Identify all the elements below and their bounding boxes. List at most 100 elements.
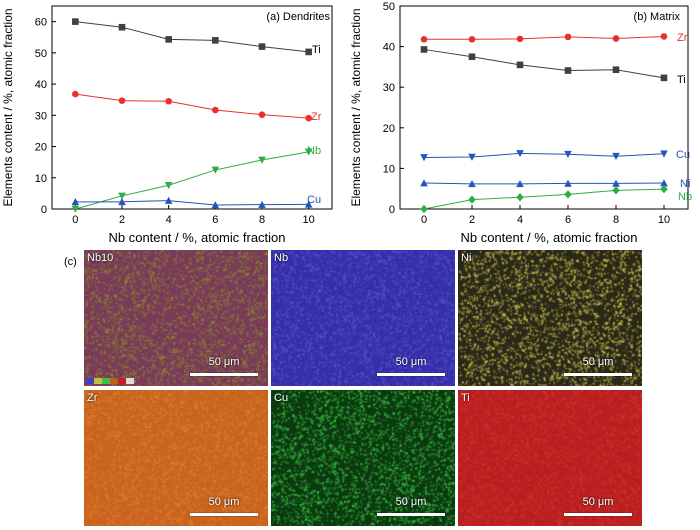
data-point <box>304 200 313 208</box>
map-tag: Ti <box>461 392 470 404</box>
series-line <box>75 151 309 210</box>
data-point <box>304 148 313 156</box>
series-zr <box>72 90 312 122</box>
data-point <box>564 33 572 41</box>
eds-map-cu: Cu 50 μm <box>271 390 455 526</box>
data-point <box>516 61 524 69</box>
data-point <box>118 192 126 200</box>
x-axis-label: Nb content / %, atomic fraction <box>108 230 285 245</box>
data-point <box>420 179 428 187</box>
data-point <box>71 205 80 213</box>
dendrites-chart: 0 2 4 6 8 10 0 10 20 30 40 50 60 Nb content / %, atom… <box>1 5 333 245</box>
data-point <box>165 97 172 105</box>
panel-c-label: (c) <box>64 256 77 268</box>
data-point <box>564 67 572 74</box>
series-label: Nb <box>307 145 321 157</box>
data-point <box>468 153 476 161</box>
x-tick-label: 2 <box>469 214 475 226</box>
data-point <box>420 35 428 43</box>
data-point <box>212 106 219 114</box>
series-label: Cu <box>676 149 690 161</box>
scale-bar: 50 μm <box>377 356 445 378</box>
scale-bar: 50 μm <box>564 356 632 378</box>
series-label: Nb <box>678 191 692 203</box>
eds-map-nb: Nb 50 μm <box>271 250 455 386</box>
data-point <box>211 166 220 174</box>
x-tick-label: 4 <box>517 214 523 226</box>
eds-texture <box>271 390 455 526</box>
data-point <box>612 186 620 195</box>
data-point <box>72 90 79 98</box>
data-point <box>468 35 476 43</box>
eds-map-zr: Zr 50 μm <box>84 390 268 526</box>
series-ni <box>420 179 668 188</box>
data-point <box>420 154 428 162</box>
eds-map-nb10: Nb10 50 μm <box>84 250 268 386</box>
series-line <box>75 21 309 53</box>
data-point <box>612 66 620 74</box>
y-axis-label: Elements content / %, atomic fraction <box>350 8 363 206</box>
plot-frame <box>399 5 689 210</box>
x-tick-label: 6 <box>565 214 571 226</box>
eds-texture <box>84 390 268 526</box>
data-point <box>612 179 620 187</box>
series-line <box>75 200 309 206</box>
series-label: Ni <box>680 178 690 190</box>
series-line <box>423 182 665 185</box>
data-point <box>468 53 476 61</box>
y-tick-label: 0 <box>41 204 47 216</box>
data-point <box>305 114 312 122</box>
data-point <box>516 35 524 43</box>
x-tick-label: 4 <box>166 214 172 226</box>
series-label: Cu <box>307 194 321 206</box>
series-line <box>423 188 665 210</box>
series-ti <box>72 18 312 56</box>
map-tag: Cu <box>274 392 289 404</box>
data-point <box>305 48 312 56</box>
y-tick-label: 10 <box>383 163 395 175</box>
data-point <box>71 198 80 206</box>
data-point <box>211 201 220 209</box>
data-point <box>516 193 524 202</box>
x-tick-label: 8 <box>259 214 265 226</box>
series-label: Ti <box>677 74 686 86</box>
data-point <box>118 97 126 104</box>
y-axis-label: Elements content / %, atomic fraction <box>1 8 15 206</box>
series-cu <box>71 196 313 209</box>
y-tick-label: 30 <box>35 110 47 122</box>
x-tick-label: 2 <box>119 214 125 226</box>
data-point <box>468 195 476 204</box>
series-zr <box>420 33 668 43</box>
data-point <box>258 43 266 50</box>
data-point <box>165 36 172 43</box>
color-legend-strip <box>86 378 134 384</box>
data-point <box>72 18 79 25</box>
data-point <box>564 179 572 187</box>
y-tick-label: 30 <box>383 82 395 94</box>
eds-map-ti: Ti 50 μm <box>458 390 642 526</box>
series-nb <box>71 148 313 213</box>
data-point <box>564 190 572 199</box>
series-ti <box>420 46 668 82</box>
data-point <box>212 37 219 44</box>
data-point <box>612 35 620 42</box>
series-label: Zr <box>311 111 322 123</box>
y-tick-label: 20 <box>35 142 47 154</box>
y-tick-label: 10 <box>35 173 47 185</box>
data-point <box>660 150 668 158</box>
data-point <box>660 74 668 82</box>
data-point <box>164 196 173 204</box>
series-line <box>75 93 309 119</box>
x-tick-label: 0 <box>421 214 427 226</box>
series-line <box>423 48 665 79</box>
series-line <box>424 35 665 40</box>
eds-texture <box>458 390 642 526</box>
plot-frame <box>51 5 333 210</box>
data-point <box>660 33 668 40</box>
x-tick-label: 10 <box>658 214 670 226</box>
data-point <box>258 111 266 118</box>
panel-title: (a) Dendrites <box>266 11 330 23</box>
scale-bar: 50 μm <box>190 356 258 378</box>
y-tick-label: 40 <box>383 42 395 54</box>
data-point <box>258 156 266 164</box>
